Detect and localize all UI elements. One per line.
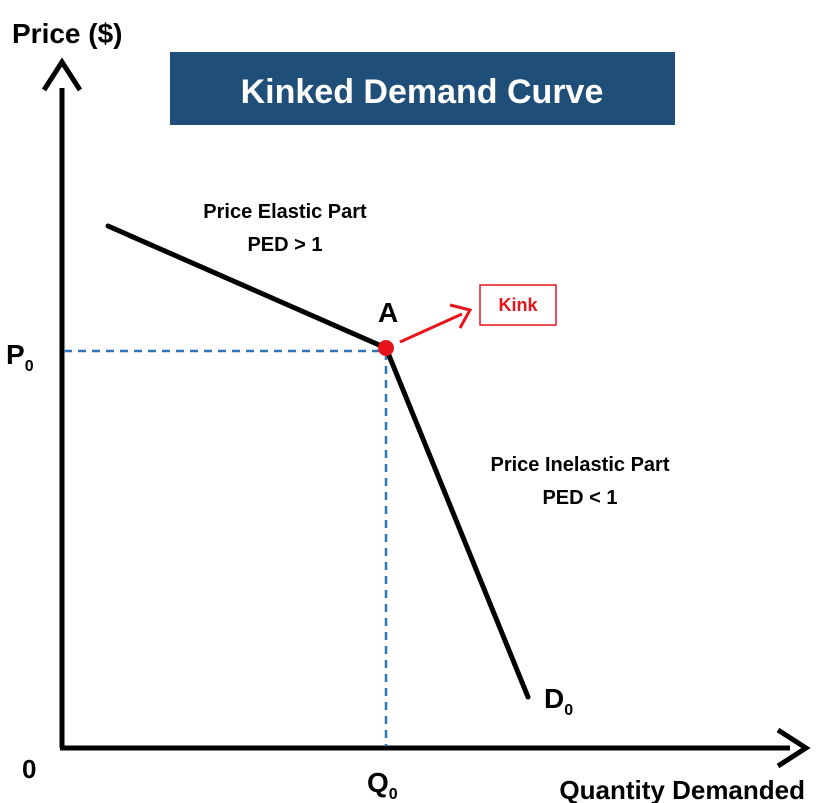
kink-arrow: [399, 312, 463, 344]
inelastic-part-condition: PED < 1: [542, 487, 617, 509]
elastic-part-title: Price Elastic Part: [203, 201, 367, 223]
y-axis-arrow: [41, 57, 83, 92]
point-label: A: [378, 297, 398, 328]
kink-point: [378, 340, 394, 356]
kink-box: [479, 284, 557, 326]
quantity-label-sub: 0: [389, 786, 398, 803]
inelastic-segment: [383, 345, 531, 700]
curve-label-main: D: [544, 683, 564, 714]
origin-label: 0: [22, 754, 36, 784]
price-label: P0: [6, 339, 34, 375]
price-label-main: P: [6, 339, 25, 370]
quantity-label-main: Q: [367, 767, 389, 798]
title: Kinked Demand Curve: [241, 73, 604, 111]
y-axis-label: Price ($): [12, 18, 123, 49]
x-axis-arrow: [776, 727, 811, 769]
elastic-segment: [105, 223, 389, 351]
x-axis-label: Quantity Demanded: [559, 775, 805, 803]
curve-label: D0: [544, 683, 573, 719]
quantity-label: Q0: [367, 767, 398, 803]
price-label-sub: 0: [25, 358, 34, 375]
elastic-part-condition: PED > 1: [247, 234, 322, 256]
title-banner: [170, 52, 675, 125]
curve-label-sub: 0: [564, 702, 573, 719]
inelastic-part-title: Price Inelastic Part: [491, 454, 670, 476]
kink-label: Kink: [498, 295, 538, 315]
kink-arrow-head: [449, 303, 473, 329]
